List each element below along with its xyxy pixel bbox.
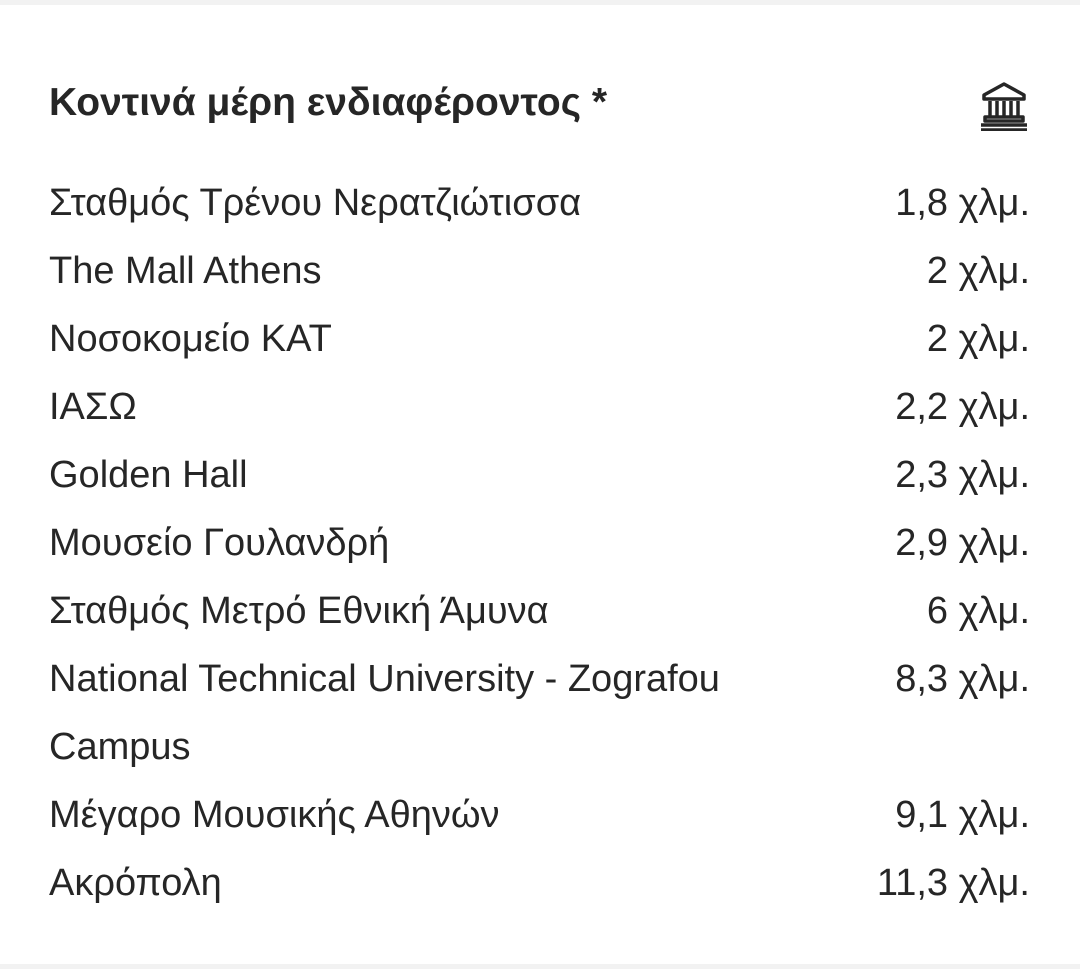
list-item: ΙΑΣΩ 2,2 χλμ. — [49, 373, 1030, 441]
nearby-places-card: Κοντινά μέρη ενδιαφέροντος * Σταθμός Τρέ… — [0, 5, 1080, 964]
list-item: Golden Hall 2,3 χλμ. — [49, 441, 1030, 509]
list-item: Μουσείο Γουλανδρή 2,9 χλμ. — [49, 509, 1030, 577]
place-distance: 1,8 χλμ. — [895, 182, 1030, 224]
place-name: ΙΑΣΩ — [49, 386, 137, 428]
place-name: Σταθμός Μετρό Εθνική Άμυνα — [49, 590, 549, 632]
place-name: Μέγαρο Μουσικής Αθηνών — [49, 794, 500, 836]
place-name: Νοσοκομείο ΚΑΤ — [49, 318, 332, 360]
place-distance: 6 χλμ. — [926, 590, 1030, 632]
places-list: Σταθμός Τρένου Νερατζιώτισσα 1,8 χλμ. The… — [49, 169, 1030, 917]
section-header: Κοντινά μέρη ενδιαφέροντος * — [49, 73, 1032, 133]
section-title: Κοντινά μέρη ενδιαφέροντος * — [49, 81, 607, 124]
place-distance: 2 χλμ. — [926, 250, 1030, 292]
list-item: Σταθμός Τρένου Νερατζιώτισσα 1,8 χλμ. — [49, 169, 1030, 237]
list-item: Νοσοκομείο ΚΑΤ 2 χλμ. — [49, 305, 1030, 373]
place-distance: 2,9 χλμ. — [895, 522, 1030, 564]
place-distance: 8,3 χλμ. — [895, 658, 1030, 700]
list-item: The Mall Athens 2 χλμ. — [49, 237, 1030, 305]
place-name: Σταθμός Τρένου Νερατζιώτισσα — [49, 182, 582, 224]
list-item: Σταθμός Μετρό Εθνική Άμυνα 6 χλμ. — [49, 577, 1030, 645]
list-item: Μέγαρο Μουσικής Αθηνών 9,1 χλμ. — [49, 781, 1030, 849]
place-name: National Technical University - Zografou… — [49, 658, 720, 768]
place-distance: 2 χλμ. — [926, 318, 1030, 360]
museum-icon — [981, 82, 1027, 131]
place-name: Ακρόπολη — [49, 862, 222, 904]
place-name: Golden Hall — [49, 454, 248, 496]
place-distance: 9,1 χλμ. — [895, 794, 1030, 836]
place-distance: 2,3 χλμ. — [895, 454, 1030, 496]
place-distance: 11,3 χλμ. — [876, 862, 1030, 904]
list-item: Ακρόπολη 11,3 χλμ. — [49, 849, 1030, 917]
place-distance: 2,2 χλμ. — [895, 386, 1030, 428]
place-name: The Mall Athens — [49, 250, 322, 292]
place-name: Μουσείο Γουλανδρή — [49, 522, 390, 564]
list-item: National Technical University - Zografou… — [49, 645, 1030, 781]
